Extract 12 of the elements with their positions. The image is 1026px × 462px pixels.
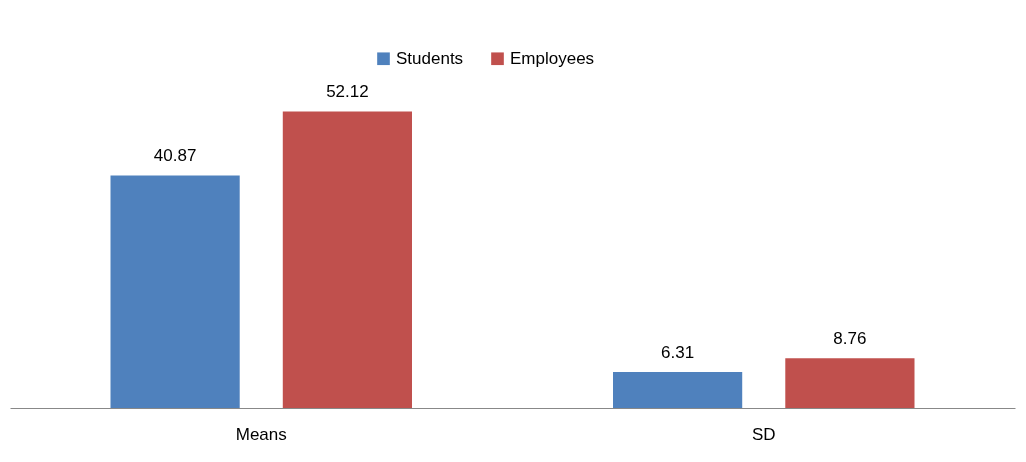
bar [613, 372, 743, 408]
x-tick-label: SD [751, 424, 776, 444]
x-tick-label: Means [235, 424, 287, 444]
legend-label: Employees [510, 48, 595, 68]
bar [785, 358, 915, 408]
data-label: 6.31 [661, 343, 695, 363]
data-label: 8.76 [833, 329, 867, 349]
data-label: 40.87 [153, 146, 197, 166]
bar [282, 111, 412, 408]
legend-label: Students [396, 48, 464, 68]
bar [110, 175, 240, 408]
data-label: 52.12 [326, 82, 369, 102]
